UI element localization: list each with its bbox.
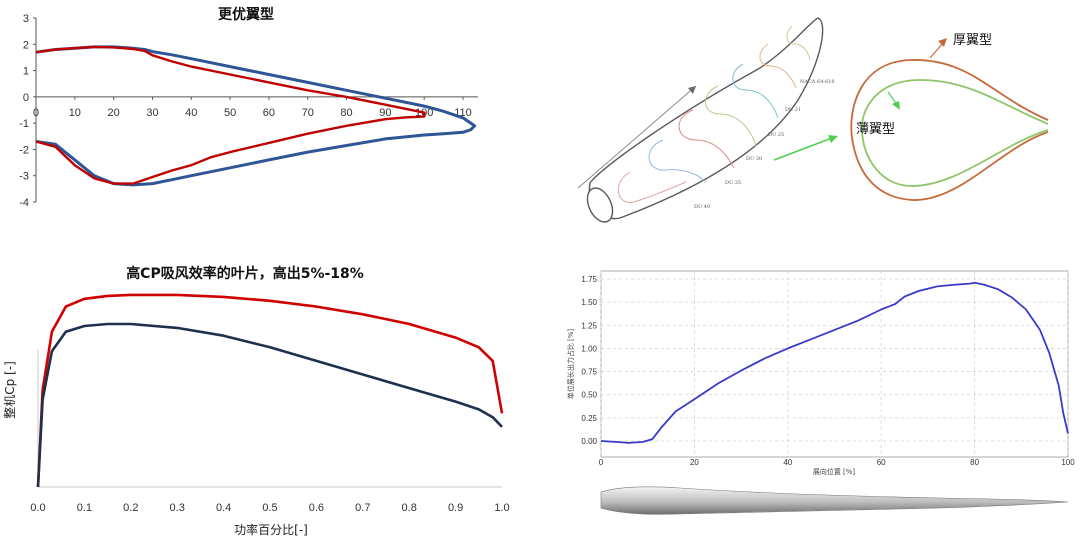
blade-diagram-svg: NACA 64-618 DU 21 DU 25 DU 30 DU 35 DU 4… (577, 17, 1049, 223)
x-tick-label: 100 (1061, 458, 1075, 467)
y-tick-label: -1 (19, 118, 29, 130)
thick-airfoil-label: 厚翼型 (953, 33, 992, 48)
thin-airfoil (861, 79, 1049, 187)
y-tick-label: 2 (23, 39, 29, 51)
label-du40: DU 40 (694, 204, 710, 210)
y-tick-label: 0 (23, 92, 29, 104)
x-tick-label: 60 (263, 107, 275, 119)
blade-root (586, 187, 614, 223)
span-arrow (577, 85, 697, 189)
blade-outline (588, 17, 824, 220)
x-tick-label: 0.7 (355, 502, 370, 514)
thick-arrow (929, 41, 945, 59)
x-tick-label: 0.3 (170, 502, 185, 514)
cp-efficiency-chart: 高CP吸风效率的叶片，高出5%-18% 功率百分比[-] 整机Cp [-] 0.… (0, 255, 530, 542)
thick-arrow-head (938, 38, 947, 47)
cp-series-2 (36, 322, 503, 488)
section-du40 (618, 171, 687, 203)
x-tick-label: 60 (877, 458, 886, 467)
y-tick-label: -2 (19, 144, 29, 156)
plot-frame (600, 270, 1069, 458)
x-tick-label: 0.1 (77, 502, 92, 514)
spanwise-load-chart: 0 20 40 60 80 100 0.00 0.25 0.50 0.75 1.00 1.25 1.50… (560, 262, 1080, 542)
x-tick-label: 0 (33, 107, 39, 119)
blade-silhouette (600, 486, 1069, 515)
section-du35 (648, 139, 707, 183)
section-du30 (678, 109, 735, 169)
x-tick-label: 0.0 (30, 502, 45, 514)
y-tick-label: 0.75 (581, 368, 597, 377)
label-du21: DU 21 (785, 107, 801, 113)
airfoil-series-2 (35, 45, 426, 185)
x-tick-label: 0.4 (216, 502, 231, 514)
x-axis-label: 功率百分比[-] (234, 522, 308, 537)
cp-chart-svg: 高CP吸风效率的叶片，高出5%-18% 功率百分比[-] 整机Cp [-] 0.… (2, 265, 510, 537)
x-tick-label: 0.6 (309, 502, 324, 514)
label-du35: DU 35 (725, 180, 741, 186)
x-tick-label: 40 (783, 458, 792, 467)
label-du25: DU 25 (768, 132, 784, 138)
x-tick-label: 90 (379, 107, 391, 119)
y-tick-label: -4 (19, 197, 29, 209)
x-tick-label: 0.9 (448, 502, 463, 514)
y-tick-label: 1.25 (581, 321, 597, 330)
section-tip (786, 25, 811, 61)
y-tick-label: 3 (23, 13, 29, 25)
thick-airfoil (850, 59, 1049, 201)
chart-title: 高CP吸风效率的叶片，高出5%-18% (126, 265, 364, 282)
y-tick-label: 0.00 (581, 437, 597, 446)
span-arrow-head (688, 86, 696, 94)
section-naca (759, 43, 797, 89)
load-chart-svg: 0 20 40 60 80 100 0.00 0.25 0.50 0.75 1.00 1.25 1.50… (566, 270, 1075, 515)
blade-airfoil-diagram: NACA 64-618 DU 21 DU 25 DU 30 DU 35 DU 4… (560, 0, 1080, 240)
pointer-arrow (773, 137, 833, 161)
x-tick-label: 80 (340, 107, 352, 119)
x-tick-label: 10 (69, 107, 81, 119)
y-tick-label: 0.25 (581, 414, 597, 423)
x-tick-label: 40 (185, 107, 197, 119)
x-tick-label: 0.5 (262, 502, 277, 514)
x-tick-label: 0.8 (402, 502, 417, 514)
y-tick-label: 1.00 (581, 344, 597, 353)
x-tick-label: 1.0 (494, 502, 509, 514)
y-axis-label: 整机Cp [-] (2, 361, 17, 419)
y-axis-label: 单位展长出力占比 [%] (566, 329, 575, 400)
label-du30: DU 30 (746, 156, 762, 162)
thin-arrow-head (892, 101, 900, 110)
x-tick-label: 20 (108, 107, 120, 119)
y-tick-label: 1.75 (581, 275, 597, 284)
cp-series-1 (36, 293, 504, 488)
airfoil-comparison-chart: 更优翼型 3 2 1 0 -1 -2 -3 -4 0 10 20 30 40 50 60 70 80 90 100 1… (0, 0, 500, 215)
section-du21 (732, 63, 779, 119)
x-tick-label: 30 (146, 107, 158, 119)
y-tick-label: 1.50 (581, 298, 597, 307)
airfoil-series-1 (35, 45, 477, 187)
x-tick-label: 50 (224, 107, 236, 119)
x-tick-label: 0 (599, 458, 604, 467)
x-axis-label: 展向位置 [%] (813, 467, 856, 476)
x-tick-label: 0.2 (123, 502, 138, 514)
section-du25 (705, 85, 757, 147)
label-naca: NACA 64-618 (800, 79, 835, 85)
x-tick-label: 20 (690, 458, 699, 467)
thin-airfoil-label: 薄翼型 (856, 122, 895, 137)
x-tick-label: 80 (970, 458, 979, 467)
y-tick-label: -3 (19, 171, 29, 183)
x-tick-label: 70 (302, 107, 314, 119)
load-series-1 (600, 281, 1069, 444)
y-tick-label: 1 (23, 66, 29, 78)
pointer-arrow-head (828, 135, 838, 143)
chart-title: 更优翼型 (218, 6, 274, 23)
y-tick-label: 0.50 (581, 391, 597, 400)
